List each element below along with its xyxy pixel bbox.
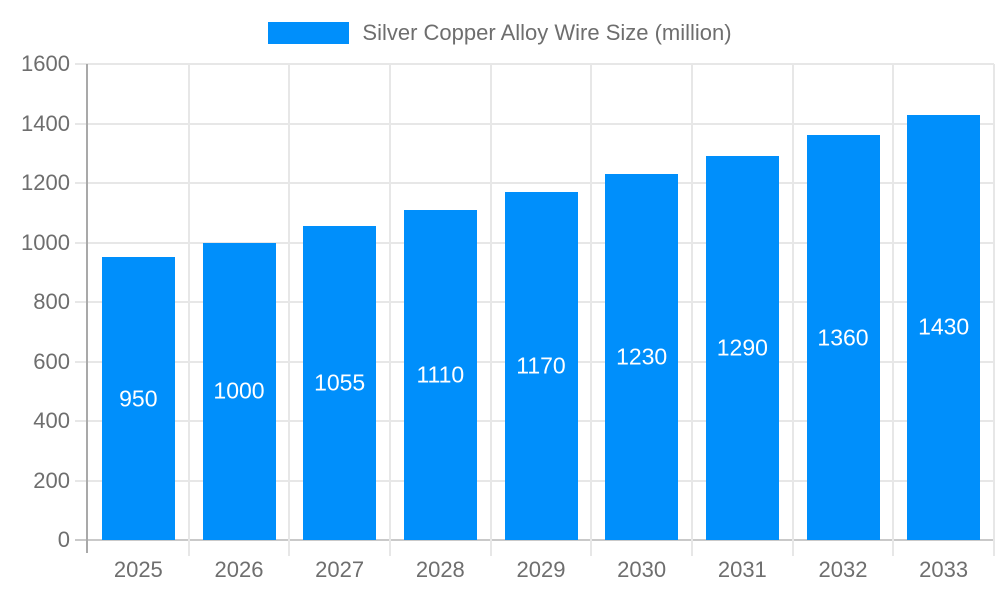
x-axis-baseline [75, 539, 994, 541]
bar-2033[interactable]: 1430 [907, 114, 981, 540]
y-axis-tick-label: 1400 [21, 110, 70, 136]
v-gridline [791, 64, 794, 556]
x-axis-tick-label: 2027 [315, 557, 365, 582]
x-axis-tick-label: 2028 [415, 557, 465, 582]
y-axis-line [86, 64, 88, 553]
y-axis-tick-label: 600 [33, 348, 70, 374]
y-axis-tick-label: 200 [33, 467, 70, 493]
v-gridline [590, 64, 593, 556]
bar-2027[interactable]: 1055 [303, 226, 377, 540]
y-axis-tick-label: 800 [33, 289, 70, 314]
h-gridline [75, 122, 994, 125]
bar-value-label: 1230 [616, 343, 668, 370]
y-axis-tick-label: 400 [33, 408, 70, 433]
x-axis-tick-label: 2029 [516, 557, 566, 582]
legend-label[interactable]: Silver Copper Alloy Wire Size (million) [362, 20, 732, 45]
y-axis-tick-label: 1000 [21, 229, 70, 255]
x-axis-tick-label: 2026 [214, 557, 264, 582]
bar-value-label: 1360 [817, 324, 869, 351]
bar-value-label: 950 [119, 385, 158, 412]
bar-2032[interactable]: 1360 [806, 135, 880, 540]
v-gridline [892, 64, 895, 556]
bar-2029[interactable]: 1170 [504, 191, 578, 540]
bar-value-label: 1170 [516, 352, 566, 379]
bar-2026[interactable]: 1000 [202, 242, 276, 540]
bar-value-label: 1110 [416, 361, 465, 388]
y-axis-tick-label: 0 [57, 527, 70, 552]
v-gridline [691, 64, 693, 556]
v-gridline [993, 64, 995, 556]
bar-2031[interactable]: 1290 [705, 156, 779, 540]
x-axis-tick-label: 2033 [919, 557, 969, 582]
bar-value-label: 1055 [314, 369, 366, 396]
legend-swatch[interactable] [268, 22, 350, 44]
v-gridline [489, 64, 492, 556]
bar-value-label: 1430 [918, 313, 970, 340]
bar-2028[interactable]: 1110 [403, 209, 477, 540]
bar-2025[interactable]: 950 [101, 257, 175, 540]
bar-value-label: 1290 [716, 334, 768, 361]
bar-2030[interactable]: 1230 [605, 174, 679, 540]
y-axis-tick-label: 1600 [21, 51, 70, 76]
v-gridline [288, 64, 291, 556]
x-axis-tick-label: 2025 [113, 557, 163, 582]
h-gridline [75, 63, 994, 65]
v-gridline [389, 64, 391, 556]
x-axis-tick-label: 2030 [617, 557, 667, 582]
x-axis-tick-label: 2031 [717, 557, 767, 582]
plot-area: 0 200 400 600 800 1000 1200 1400 1600 950 2025 1000… [21, 51, 995, 582]
y-axis-tick-label: 1200 [21, 170, 70, 195]
h-gridline [75, 182, 994, 184]
x-axis-tick-label: 2032 [818, 557, 868, 582]
legend: Silver Copper Alloy Wire Size (million) [0, 20, 1000, 46]
v-gridline [187, 64, 190, 556]
bar-value-label: 1000 [213, 377, 265, 404]
